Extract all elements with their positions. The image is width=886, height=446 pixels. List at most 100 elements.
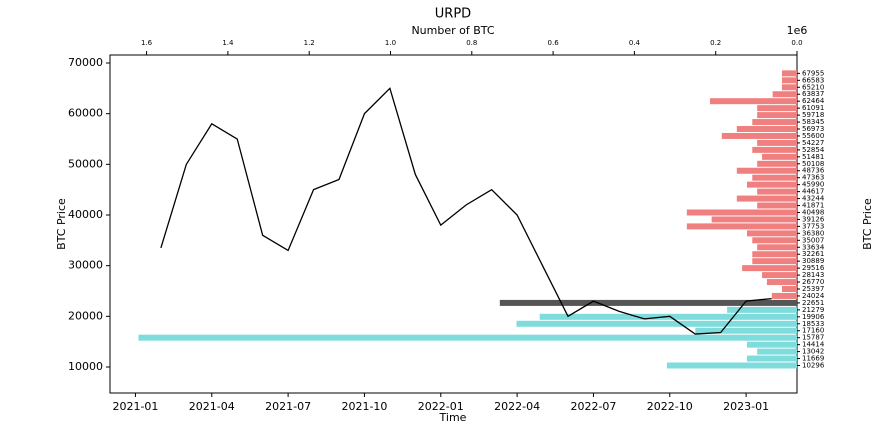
right-tick-label: 50108 [802,160,824,168]
bar [757,160,797,167]
top-tick-label: 1.0 [385,39,396,47]
x-tick-label: 2022-10 [647,400,693,413]
top-tick-label: 0.4 [629,39,641,47]
bar [757,105,797,112]
chart-title: URPD [435,7,471,22]
y-axis-label: BTC Price [55,198,68,250]
right-tick-label: 37753 [802,222,824,230]
right-tick-label: 54227 [802,139,824,147]
bar [746,181,797,188]
bar [752,258,797,265]
y-tick-label: 50000 [68,157,103,170]
top-tick-label: 0.0 [791,39,802,47]
bar [710,98,797,105]
top-tick-label: 1.2 [304,39,315,47]
right-tick-label: 14414 [802,341,825,349]
bar [499,299,797,306]
right-tick-label: 28143 [802,271,824,279]
right-tick-label: 61091 [802,104,824,112]
right-tick-label: 35007 [802,236,824,244]
right-tick-label: 66583 [802,76,824,84]
bar [746,341,797,348]
right-tick-label: 59718 [802,111,824,119]
x-tick-label: 2022-04 [494,400,540,413]
right-tick-label: 43244 [802,195,825,203]
bar [746,230,797,237]
right-tick-label: 18533 [802,320,824,328]
bar [766,279,797,286]
bar [686,223,797,230]
bar [721,132,797,139]
right-tick-label: 45990 [802,181,824,189]
top-tick-label: 0.8 [466,39,477,47]
right-tick-label: 26770 [802,278,824,286]
bar [757,244,797,251]
bar [666,362,797,369]
x-tick-label: 2022-07 [570,400,616,413]
right-tick-label: 15787 [802,334,824,342]
bar [138,334,797,341]
right-tick-label: 39126 [802,215,825,223]
x-tick-label: 2021-07 [265,400,311,413]
bar [781,77,797,84]
bar [772,91,797,98]
bar [736,167,797,174]
top-axis-label: Number of BTC [411,24,494,37]
right-tick-label: 29516 [802,264,825,272]
bar [752,251,797,258]
bar [746,355,797,362]
right-tick-label: 13042 [802,348,824,356]
bar [695,327,797,334]
x-tick-label: 2021-01 [112,400,158,413]
right-axis-label: BTC Price [861,198,874,250]
right-tick-label: 33634 [802,243,825,251]
bar [736,195,797,202]
right-tick-label: 62464 [802,97,825,105]
bar [781,70,797,77]
x-tick-label: 2023-01 [723,400,769,413]
bar [757,202,797,209]
bar [516,320,797,327]
bar [752,146,797,153]
right-tick-label: 22651 [802,299,824,307]
right-tick-label: 19906 [802,313,825,321]
right-tick-label: 67955 [802,69,824,77]
right-tick-label: 51481 [802,153,824,161]
x-tick-label: 2022-01 [418,400,464,413]
right-tick-label: 10296 [802,362,825,370]
right-tick-label: 58345 [802,118,824,126]
right-tick-label: 41871 [802,202,824,210]
bar [727,306,797,313]
bar [757,139,797,146]
bar [781,285,797,292]
y-tick-label: 40000 [68,208,103,221]
bar [742,265,797,272]
right-tick-label: 36380 [802,229,824,237]
right-tick-label: 48736 [802,167,825,175]
right-tick-label: 47363 [802,174,824,182]
right-tick-label: 24024 [802,292,825,300]
right-tick-label: 30889 [802,257,824,265]
bar [757,348,797,355]
right-tick-label: 21279 [802,306,824,314]
bar [752,237,797,244]
bar [711,216,797,223]
y-tick-label: 30000 [68,259,103,272]
x-tick-label: 2021-04 [189,400,235,413]
top-tick-label: 1.6 [141,39,153,47]
right-tick-label: 63837 [802,90,824,98]
top-tick-label: 1.4 [222,39,234,47]
top-axis-offset: 1e6 [787,24,808,37]
bar [736,126,797,133]
bar [757,188,797,195]
right-tick-label: 40498 [802,208,824,216]
right-tick-label: 52854 [802,146,825,154]
right-tick-label: 25397 [802,285,824,293]
bar [752,119,797,126]
right-tick-label: 55600 [802,132,824,140]
bar [771,292,797,299]
right-tick-label: 32261 [802,250,824,258]
bar [686,209,797,216]
bar [762,153,797,160]
